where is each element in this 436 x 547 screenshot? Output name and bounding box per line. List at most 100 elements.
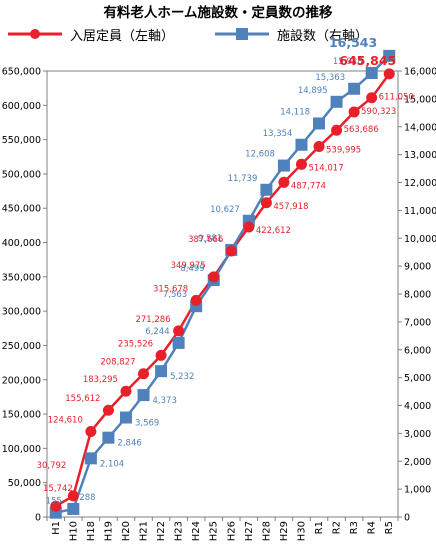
- residents-data-point: [67, 490, 79, 502]
- residents-data-point: [120, 385, 132, 397]
- residents-data-label: 387,666: [188, 235, 223, 245]
- facilities-data-label: 15,928: [333, 57, 363, 67]
- left-axis-tick-label: 0: [35, 513, 41, 524]
- residents-data-label: 315,678: [153, 284, 188, 294]
- left-axis-tick-label: 50,000: [8, 478, 41, 489]
- residents-data-point: [295, 158, 307, 170]
- facilities-data-label: 9,581: [198, 234, 222, 244]
- x-axis-category-label: H22: [156, 521, 167, 541]
- residents-data-label: 30,792: [37, 461, 67, 471]
- facilities-data-point: [277, 159, 290, 172]
- residents-data-point: [155, 349, 167, 361]
- chart-title: 有料老人ホーム施設数・定員数の推移: [103, 5, 333, 21]
- left-axis-tick-label: 150,000: [2, 410, 41, 421]
- facilities-data-label: 155: [46, 497, 62, 507]
- residents-data-label: 611,050: [379, 93, 414, 103]
- left-axis-tick-label: 500,000: [2, 169, 41, 180]
- residents-data-label: 590,323: [361, 107, 396, 117]
- legend-blue-square-marker-icon: [215, 28, 269, 40]
- facilities-data-label: 4,373: [153, 396, 177, 406]
- legend-label-residents: 入居定員（左軸）: [70, 28, 175, 44]
- x-axis-category-label: H21: [139, 521, 150, 541]
- facilities-data-point: [155, 365, 168, 378]
- facilities-data-point: [102, 431, 115, 444]
- right-axis-tick-label: 6,000: [404, 345, 431, 356]
- right-axis-tick-label: 8,000: [404, 290, 431, 301]
- x-axis-category-label: H25: [209, 521, 220, 541]
- facilities-data-label: 11,739: [228, 174, 258, 184]
- facilities-data-label: 7,563: [163, 290, 187, 300]
- right-axis-tick-label: 9,000: [404, 262, 431, 273]
- residents-data-label: 155,612: [65, 394, 100, 404]
- residents-data-point: [173, 325, 185, 337]
- facilities-data-label: 6,244: [145, 327, 169, 337]
- facilities-data-label: 12,608: [245, 150, 275, 160]
- right-axis-tick-label: 13,000: [404, 150, 436, 161]
- facilities-data-point: [365, 67, 378, 80]
- facilities-data-point: [313, 117, 326, 130]
- right-axis-tick-label: 0: [404, 513, 410, 524]
- left-axis-tick-label: 350,000: [2, 272, 41, 283]
- facilities-data-point: [84, 452, 97, 465]
- residents-data-point: [278, 176, 290, 188]
- legend-label-facilities: 施設数（右軸）: [277, 28, 369, 44]
- facilities-data-label: 3,569: [135, 419, 159, 429]
- left-axis-tick-label: 650,000: [2, 67, 41, 78]
- facilities-data-label: 13,354: [263, 129, 293, 139]
- residents-data-point: [208, 271, 220, 283]
- left-axis-tick-label: 600,000: [2, 101, 41, 112]
- x-axis-category-label: H24: [191, 521, 202, 541]
- residents-data-label: 124,610: [48, 415, 83, 425]
- x-axis-category-label: H28: [261, 521, 272, 541]
- right-axis-tick-label: 11,000: [404, 206, 436, 217]
- legend-red-line-marker-icon: [8, 29, 62, 39]
- residents-data-point: [243, 221, 255, 233]
- facilities-data-point: [330, 95, 343, 108]
- facilities-data-label: 10,627: [210, 205, 240, 215]
- x-axis-category-label: H1: [51, 521, 62, 535]
- left-axis-tick-label: 450,000: [2, 204, 41, 215]
- residents-data-point: [102, 404, 114, 416]
- facilities-data-label: 5,232: [170, 372, 194, 382]
- facilities-data-label: 14,118: [280, 107, 310, 117]
- x-axis-category-label: R4: [367, 521, 378, 534]
- left-axis-tick-label: 250,000: [2, 341, 41, 352]
- residents-data-label: 487,774: [291, 181, 326, 191]
- right-axis-tick-label: 1,000: [404, 485, 431, 496]
- facilities-data-point: [67, 502, 80, 515]
- x-axis-category-label: R5: [384, 521, 395, 534]
- plot-area: [46, 70, 399, 518]
- x-axis-category-label: R1: [314, 521, 325, 534]
- x-axis-category-label: H27: [244, 521, 255, 541]
- x-axis-category-label: H18: [86, 521, 97, 541]
- legend-item-residents: 入居定員（左軸）: [6, 24, 174, 44]
- right-axis-tick-label: 5,000: [404, 373, 431, 384]
- residents-data-point: [138, 368, 150, 380]
- residents-data-label: 183,295: [83, 375, 118, 385]
- facilities-data-label: 15,363: [315, 73, 345, 83]
- left-axis-tick-label: 100,000: [2, 444, 41, 455]
- residents-data-label: 457,918: [273, 202, 308, 212]
- residents-data-point: [313, 140, 325, 152]
- residents-data-point: [85, 425, 97, 437]
- facilities-data-label: 16,543: [329, 35, 377, 50]
- x-axis-category-label: H23: [174, 521, 185, 541]
- residents-data-point: [383, 68, 395, 80]
- residents-data-label: 539,995: [326, 145, 361, 155]
- residents-data-label: 15,742: [43, 484, 73, 494]
- residents-data-point: [331, 124, 343, 136]
- facilities-data-point: [119, 411, 132, 424]
- x-axis-category-label: H20: [121, 521, 132, 541]
- right-axis-tick-label: 16,000: [404, 67, 436, 78]
- right-axis-tick-label: 10,000: [404, 234, 436, 245]
- x-axis-category-label: H26: [226, 521, 237, 541]
- residents-data-label: 645,845: [339, 53, 396, 68]
- right-axis-tick-label: 7,000: [404, 317, 431, 328]
- facilities-data-label: 2,846: [117, 439, 141, 449]
- x-axis-category-label: H29: [279, 521, 290, 541]
- right-axis-tick-label: 14,000: [404, 122, 436, 133]
- facilities-data-point: [348, 82, 361, 95]
- left-axis-tick-label: 400,000: [2, 238, 41, 249]
- left-axis-tick-label: 200,000: [2, 375, 41, 386]
